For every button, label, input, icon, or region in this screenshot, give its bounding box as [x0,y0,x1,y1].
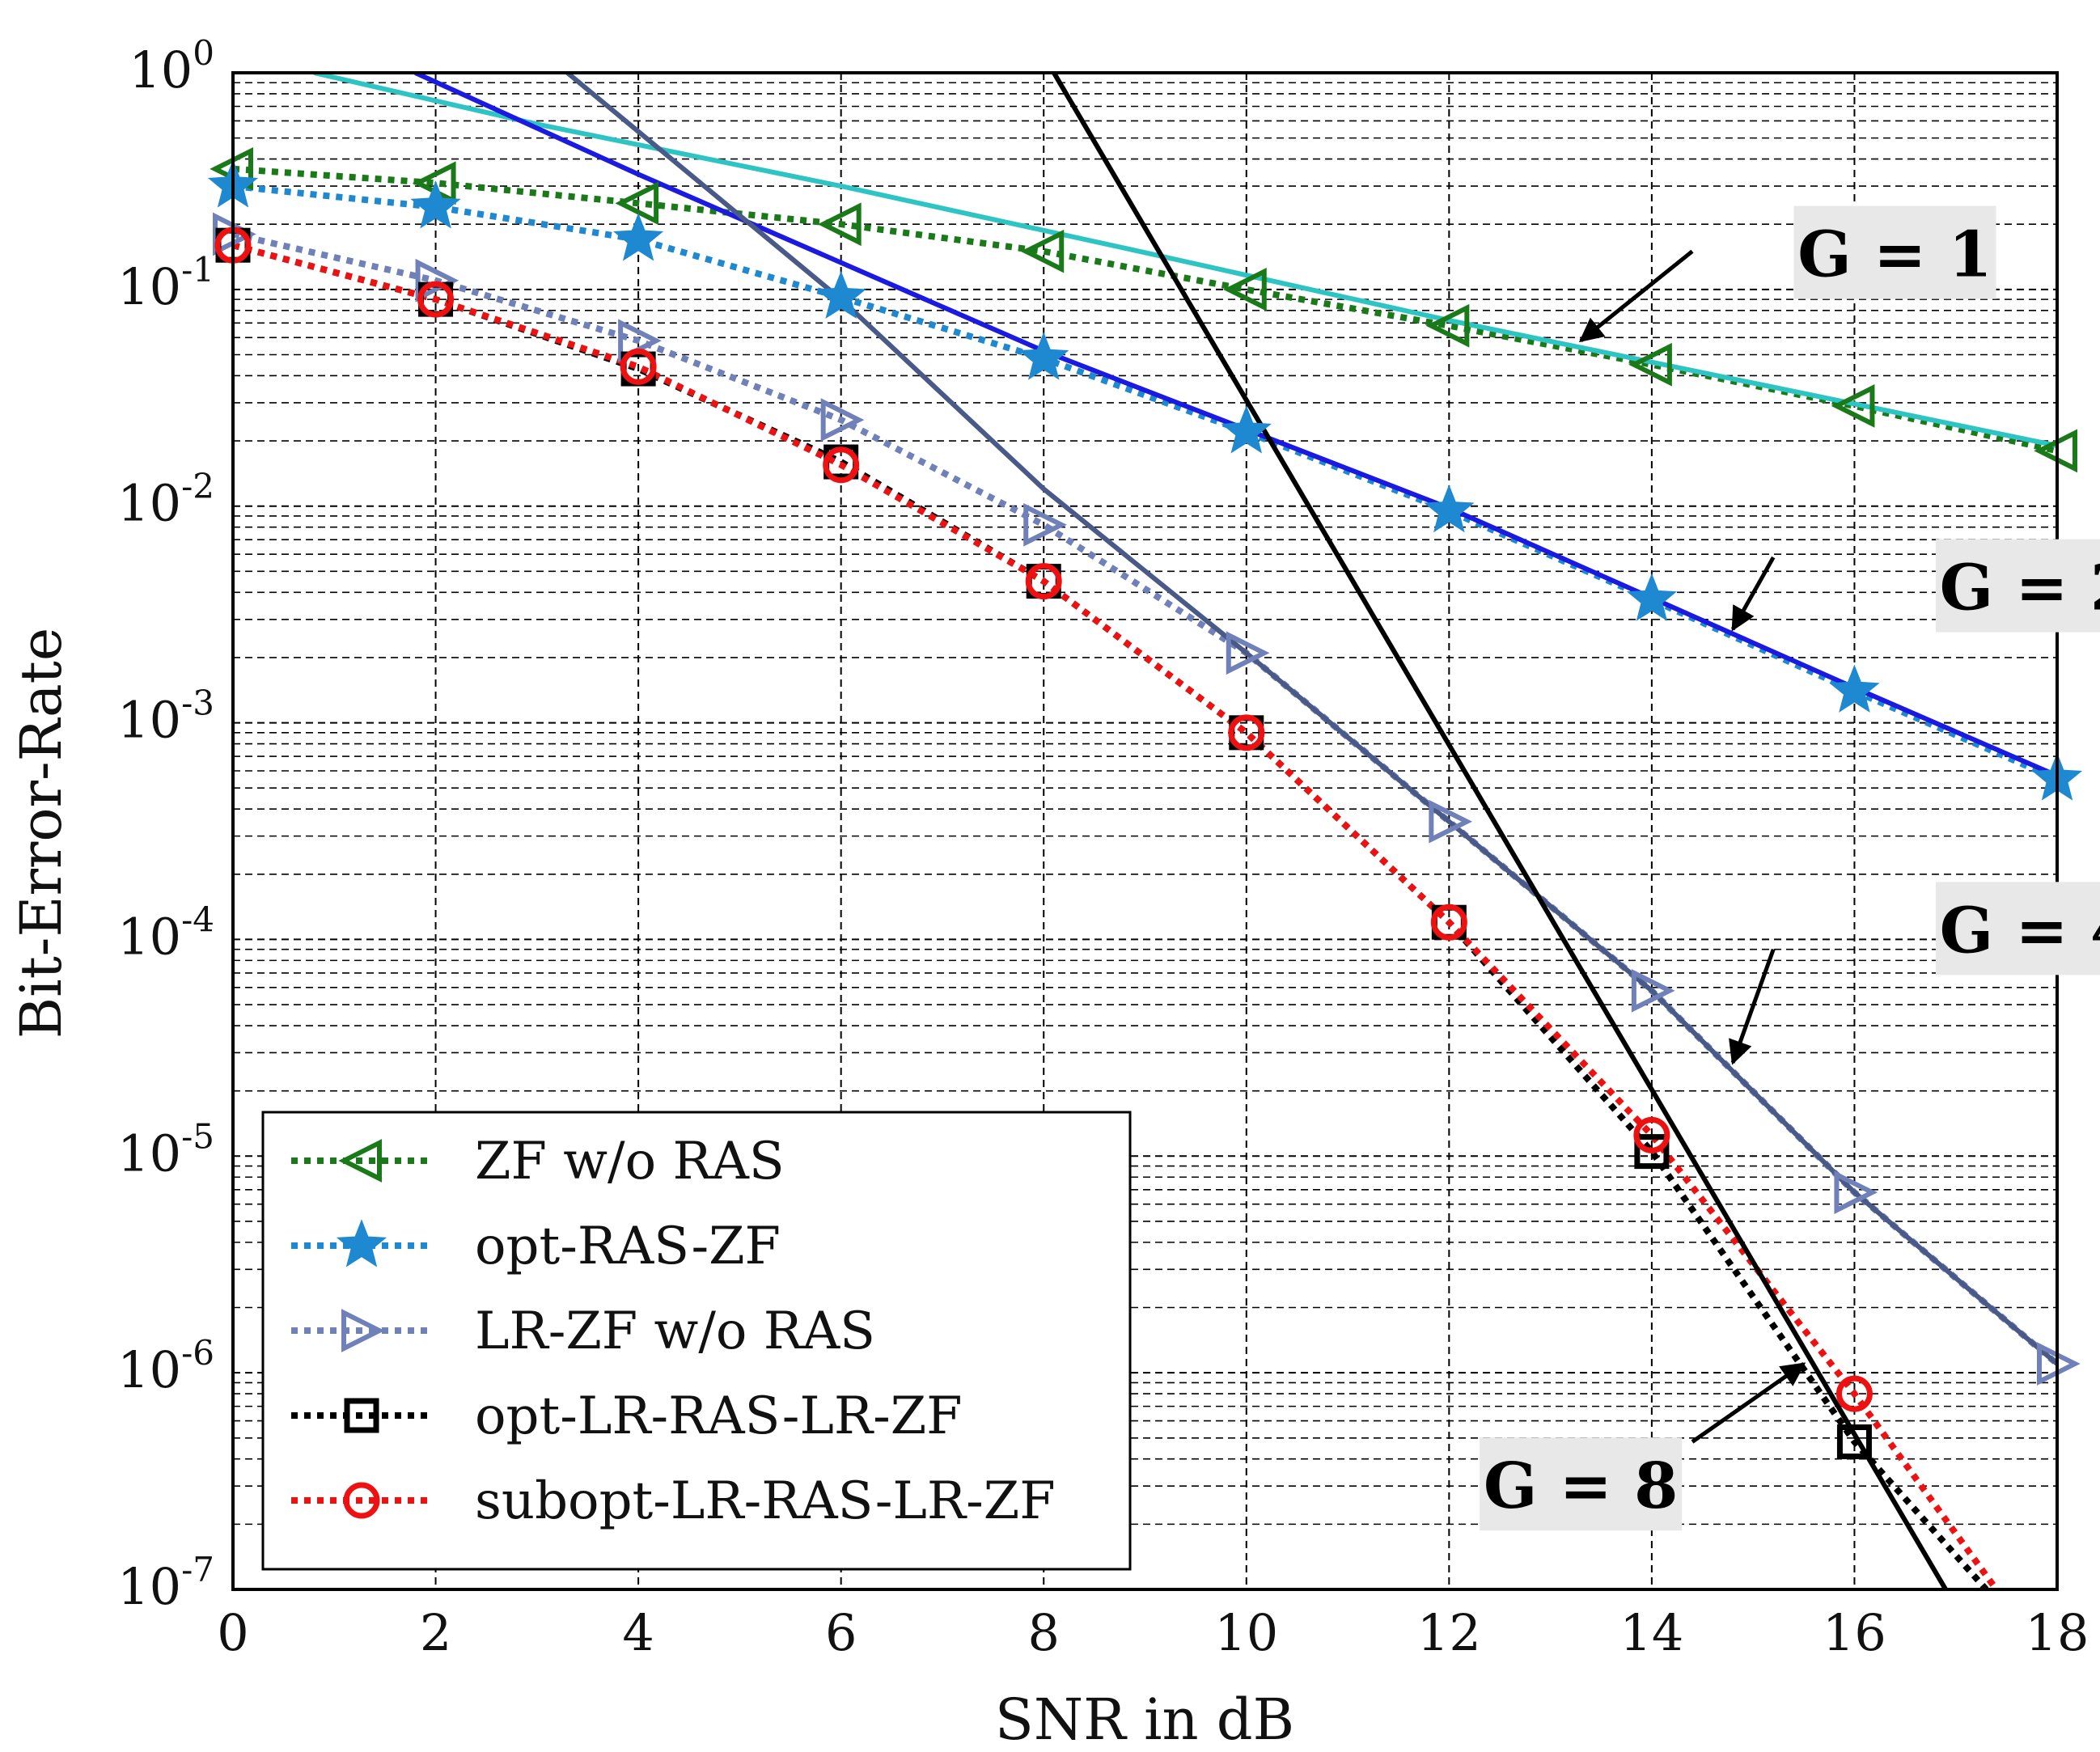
marker-star [1829,664,1880,713]
marker-triangle-right [1429,799,1473,844]
marker-triangle-left [1020,229,1065,273]
x-tick-label: 4 [622,1603,654,1662]
annotation-box [1935,539,2100,633]
marker-star [336,1219,387,1267]
x-tick-label: 12 [1417,1603,1481,1662]
legend-label: LR-ZF w/o RAS [475,1301,875,1361]
marker-triangle-right [1834,1170,1878,1215]
legend: ZF w/o RAS opt-RAS-ZF LR-ZF w/o RAS opt-LR-… [261,1111,1132,1571]
y-tick-label: 10-6 [117,1333,214,1399]
annotation-arrow [1691,1362,1806,1444]
y-tick-label: 10-2 [117,467,214,533]
series-line-7 [565,73,2057,1366]
marker-triangle-left [1628,342,1672,387]
series-layer [233,73,2057,1589]
marker-triangle-right [820,398,865,442]
annotation-box [1793,205,1996,299]
y-tick-label: 10-3 [117,683,214,750]
x-tick-label: 2 [420,1603,451,1662]
annotations: G = 1 G = 2 G = 4 G = 8 [1480,205,2100,1531]
marker-star [1018,332,1069,380]
marker-square [1634,1134,1670,1170]
marker-triangle-right [1631,968,1675,1013]
series-line-5 [313,73,2057,448]
annotation-label: G = 2 [1940,552,2100,625]
annotation-label: G = 4 [1940,894,2100,967]
marker-circle [1228,714,1265,751]
marker-star [1221,405,1272,454]
annotation-arrow [1578,249,1694,343]
legend-label: ZF w/o RAS [475,1132,785,1191]
annotation-arrow [1729,948,1776,1065]
x-tick-label: 0 [217,1603,248,1662]
y-tick-label: 10-1 [117,250,214,316]
x-tick-label: 18 [2026,1603,2089,1662]
marker-square [344,1398,379,1433]
marker-star [410,180,461,229]
y-tick-label: 10-5 [117,1116,214,1183]
legend-label: subopt-LR-RAS-LR-ZF [475,1471,1056,1531]
y-tick-label: 10-7 [117,1550,214,1616]
series-line-4 [233,242,2000,1589]
marker-triangle-right [341,1309,385,1352]
marker-triangle-left [1223,268,1267,311]
y-tick-label: 100 [129,33,214,99]
y-axis-title: Bit-Error-Rate [8,628,74,1039]
marker-triangle-left [1831,384,1875,428]
marker-triangle-left [817,202,862,247]
x-tick-label: 6 [825,1603,857,1662]
marker-star [1424,484,1475,533]
marker-circle [1835,1375,1873,1412]
marker-triangle-right [415,258,459,303]
tick-labels: 0 2 4 6 8 10 12 14 16 18 100 10-1 10-2 10-3 10-4 10-5 10… [117,33,2089,1662]
marker-triangle-left [615,181,659,226]
x-tick-label: 8 [1027,1603,1059,1662]
x-axis-title: SNR in dB [995,1686,1294,1752]
marker-star [612,213,664,261]
y-tick-label: 10-4 [117,899,214,966]
series-line-8 [1052,73,1948,1589]
x-tick-label: 10 [1214,1603,1278,1662]
marker-circle [620,348,657,385]
marker-square [1836,1424,1872,1460]
marker-circle [823,446,860,484]
annotation-arrow [1730,556,1776,632]
marker-triangle-left [1425,303,1470,348]
annotation-label: G = 1 [1797,218,1992,292]
marker-triangle-right [1226,631,1270,675]
annotation-box [1480,1437,1683,1531]
x-tick-label: 16 [1823,1603,1886,1662]
marker-circle [1025,563,1062,600]
plot-frame [231,71,2059,1591]
annotation-box [1935,882,2100,975]
marker-star [1626,573,1678,621]
marker-circle [343,1482,380,1519]
legend-box [261,1111,1132,1571]
annotation-label: G = 8 [1484,1449,1679,1523]
marker-circle [1430,904,1467,941]
marker-triangle-left [338,1139,382,1183]
marker-circle [1633,1116,1670,1153]
marker-circle [417,281,455,318]
x-tick-label: 14 [1619,1603,1683,1662]
legend-label: opt-LR-RAS-LR-ZF [475,1386,963,1446]
marker-triangle-right [1023,502,1067,547]
marker-star [815,270,866,320]
legend-label: opt-RAS-ZF [475,1217,781,1276]
